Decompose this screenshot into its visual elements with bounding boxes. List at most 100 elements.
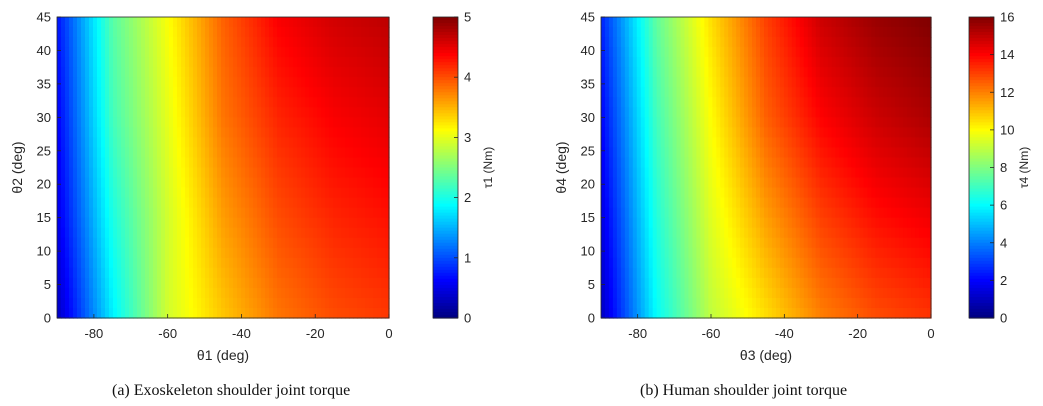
heatmap-cell	[604, 87, 610, 98]
heatmap-cell	[177, 127, 182, 138]
heatmap-cell	[353, 237, 358, 249]
heatmap-cell	[241, 287, 246, 299]
heatmap-cell	[791, 77, 797, 88]
heatmap-cell	[365, 217, 370, 229]
heatmap-cell	[728, 147, 733, 159]
heatmap-cell	[704, 87, 709, 98]
heatmap-cell	[712, 177, 717, 189]
heatmap-cell	[835, 157, 841, 169]
heatmap-cell	[676, 47, 682, 58]
colorbar-swatch	[433, 104, 458, 108]
heatmap-cell	[704, 97, 709, 108]
heatmap-cell	[325, 177, 330, 189]
heatmap-cell	[907, 87, 912, 98]
heatmap-cell	[612, 277, 618, 289]
heatmap-cell	[636, 217, 642, 229]
heatmap-cell	[93, 307, 98, 319]
heatmap-cell	[624, 147, 630, 159]
heatmap-cell	[385, 117, 390, 128]
heatmap-cell	[839, 77, 845, 88]
heatmap-cell	[879, 247, 884, 259]
heatmap-cell	[891, 277, 896, 289]
heatmap-cell	[365, 57, 370, 68]
heatmap-cell	[369, 137, 374, 149]
heatmap-cell	[616, 67, 622, 78]
heatmap-cell	[273, 267, 278, 279]
heatmap-cell	[157, 177, 162, 189]
heatmap-cell	[680, 297, 686, 309]
heatmap-cell	[189, 97, 194, 108]
heatmap-cell	[919, 107, 924, 118]
heatmap-cell	[887, 167, 892, 179]
heatmap-cell	[241, 187, 246, 199]
heatmap-cell	[779, 247, 785, 259]
heatmap-cell	[209, 37, 214, 48]
heatmap-cell	[684, 67, 690, 78]
heatmap-cell	[736, 57, 741, 68]
heatmap-cell	[708, 137, 713, 149]
heatmap-cell	[843, 287, 849, 299]
heatmap-cell	[121, 57, 126, 68]
heatmap-cell	[269, 217, 274, 229]
heatmap-cell	[791, 147, 797, 159]
heatmap-cell	[137, 207, 142, 219]
heatmap-cell	[221, 127, 226, 138]
heatmap-cell	[109, 177, 114, 189]
heatmap-cell	[680, 287, 686, 299]
heatmap-cell	[145, 167, 150, 179]
heatmap-cell	[819, 137, 825, 149]
heatmap-cell	[301, 57, 306, 68]
colorbar-swatch	[433, 308, 458, 313]
heatmap-cell	[827, 17, 833, 28]
heatmap-cell	[756, 27, 761, 38]
heatmap-cell	[660, 67, 666, 78]
heatmap-cell	[377, 97, 382, 108]
heatmap-cell	[620, 247, 626, 259]
heatmap-cell	[708, 227, 713, 239]
heatmap-cell	[97, 177, 102, 189]
heatmap-cell	[253, 117, 258, 128]
heatmap-cell	[161, 217, 166, 229]
heatmap-cell	[660, 217, 666, 229]
heatmap-cell	[760, 97, 765, 108]
heatmap-cell	[81, 207, 86, 219]
heatmap-cell	[700, 207, 705, 219]
heatmap-cell	[664, 127, 670, 138]
heatmap-cell	[708, 67, 713, 78]
colorbar-swatch	[433, 314, 458, 319]
colorbar-swatch	[433, 176, 458, 181]
heatmap-cell	[61, 227, 66, 239]
heatmap-cell	[141, 47, 146, 58]
heatmap-cell	[309, 147, 314, 159]
heatmap-cell	[265, 107, 270, 118]
heatmap-cell	[365, 247, 370, 259]
heatmap-cell	[345, 97, 350, 108]
heatmap-cell	[847, 177, 853, 189]
heatmap-cell	[656, 267, 662, 279]
heatmap-cell	[93, 27, 98, 38]
heatmap-cell	[899, 257, 904, 269]
heatmap-cell	[169, 307, 174, 319]
heatmap-cell	[297, 237, 302, 249]
heatmap-cell	[325, 207, 330, 219]
heatmap-cell	[109, 37, 114, 48]
heatmap-cell	[333, 237, 338, 249]
heatmap-cell	[89, 257, 94, 269]
heatmap-cell	[221, 117, 226, 128]
heatmap-cell	[301, 17, 306, 28]
heatmap-cell	[688, 177, 694, 189]
heatmap-cell	[273, 237, 278, 249]
heatmap-cell	[855, 207, 861, 219]
heatmap-cell	[899, 177, 904, 189]
heatmap-cell	[676, 187, 682, 199]
heatmap-cell	[676, 127, 682, 138]
heatmap-cell	[740, 117, 745, 128]
heatmap-cell	[205, 117, 210, 128]
heatmap-cell	[185, 297, 190, 309]
heatmap-cell	[807, 187, 813, 199]
heatmap-cell	[744, 87, 749, 98]
heatmap-cell	[680, 237, 686, 249]
heatmap-cell	[349, 117, 354, 128]
heatmap-cell	[89, 147, 94, 159]
